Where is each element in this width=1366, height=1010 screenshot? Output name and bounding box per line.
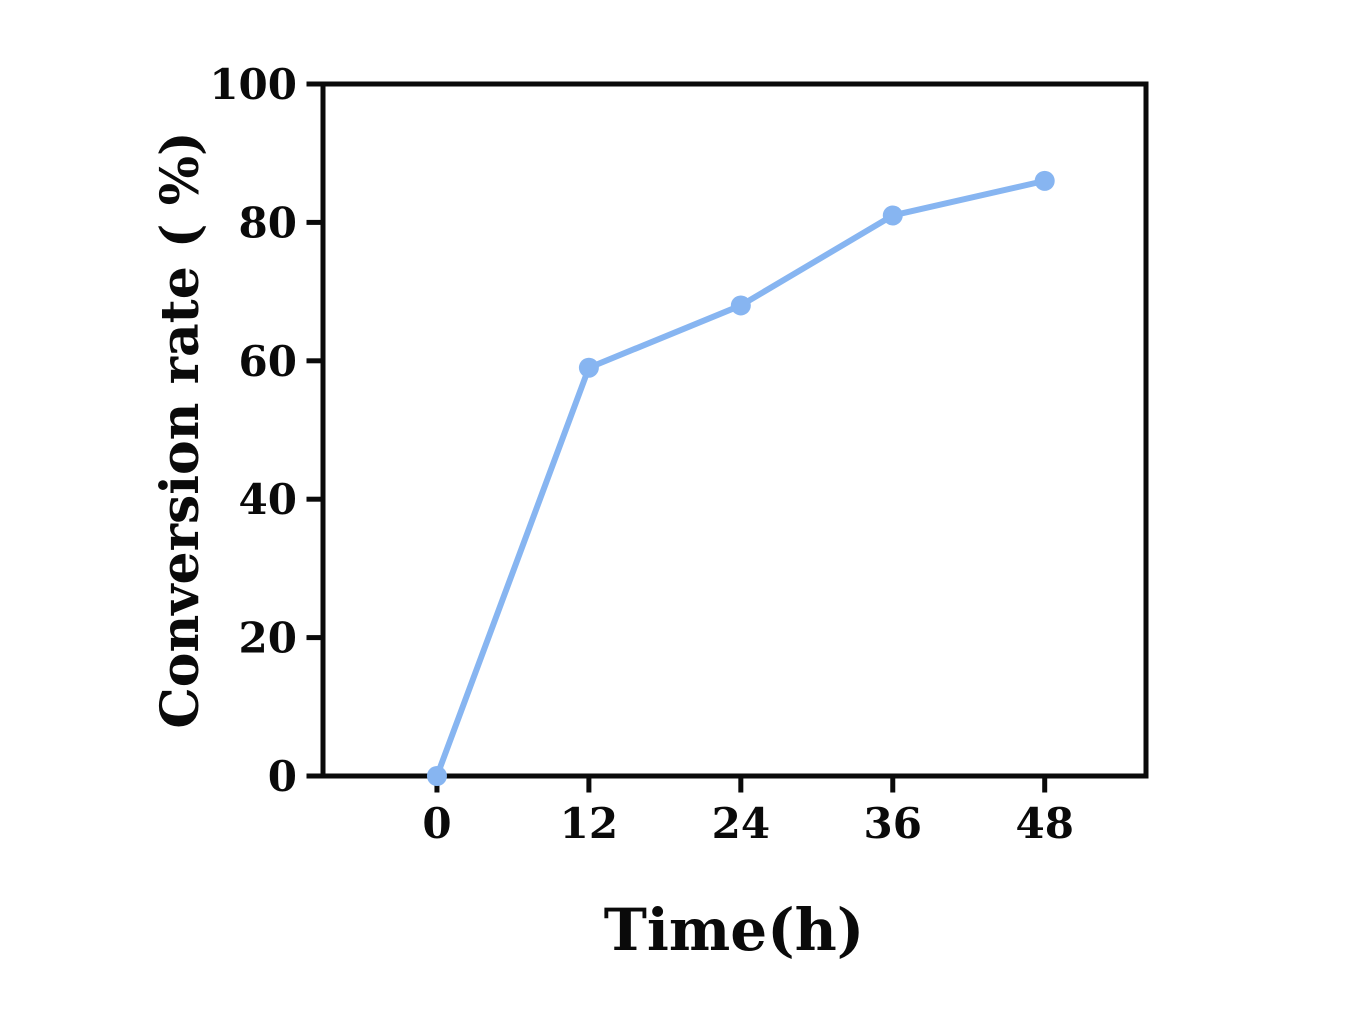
x-tick-label: 36 xyxy=(864,799,922,848)
y-tick-label: 100 xyxy=(209,60,297,109)
data-point-marker xyxy=(426,766,447,786)
plot-frame xyxy=(320,81,1149,779)
y-tick-label: 20 xyxy=(239,614,297,663)
x-tick-label: 48 xyxy=(1015,799,1073,848)
data-point-marker xyxy=(730,295,751,316)
x-tick-label: 12 xyxy=(560,799,618,848)
data-point-marker xyxy=(882,205,903,226)
y-tick-label: 0 xyxy=(268,752,297,801)
y-tick-label: 60 xyxy=(239,337,297,386)
y-tick-label: 40 xyxy=(239,475,297,524)
x-tick-label: 24 xyxy=(712,799,770,848)
x-axis-label: Time(h) xyxy=(604,896,865,964)
y-axis-label: Conversion rate ( %) xyxy=(150,131,211,728)
y-tick-label: 80 xyxy=(239,198,297,247)
conversion-rate-line xyxy=(433,177,1048,779)
x-tick-label: 0 xyxy=(422,799,451,848)
data-point-marker xyxy=(1034,170,1055,191)
data-point-marker xyxy=(578,357,599,378)
